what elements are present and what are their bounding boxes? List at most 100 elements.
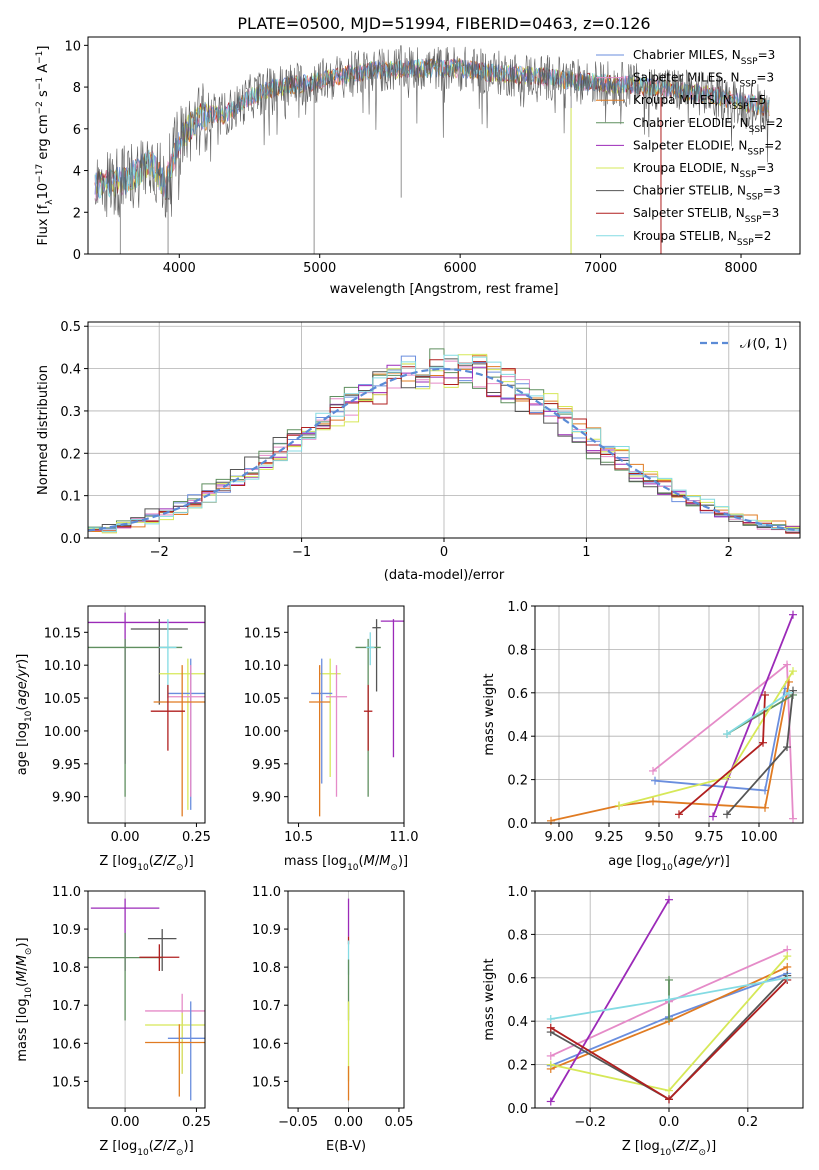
x-tick-label: 0.0	[659, 1115, 680, 1130]
normal-curve	[88, 367, 800, 532]
y-axis-label: Normed distribution	[36, 365, 51, 495]
x-tick-label: 6000	[444, 261, 477, 276]
y-tick-label: 9.90	[252, 791, 281, 806]
y-tick-label: 10.6	[52, 1037, 81, 1052]
spectrum-line	[94, 45, 770, 219]
x-tick-label: 0	[440, 545, 448, 560]
x-tick-label: 9.75	[695, 830, 724, 845]
legend-label: 𝒩(0, 1)	[740, 337, 787, 352]
y-tick-label: 10.00	[244, 725, 281, 740]
age-vs-Z-plot: 0.00 0.25 9.90 9.95 10.00 10.05 10.10 10.15 Z [l…	[15, 605, 211, 873]
y-tick-label: 10.9	[252, 923, 281, 938]
y-tick-label: 10.05	[244, 692, 281, 707]
y-tick-label: 0.1	[60, 490, 81, 505]
y-axis-label: Flux [fλ10−17 erg cm−2 s−1 A−1]	[35, 46, 55, 246]
y-tick-label: 4	[73, 165, 81, 180]
y-tick-label: 10.5	[52, 1075, 81, 1090]
weight-vs-Z-plot: −0.2 0.0 0.2 0.0 0.2 0.4 0.6 0.8 1.0 Z [log10(Z/Z…	[482, 885, 804, 1158]
x-axis-label: mass [log10(M/M⊙)]	[284, 854, 408, 873]
x-tick-label: −2	[150, 545, 169, 560]
y-axis-label: mass [log10(M/M⊙)]	[15, 937, 34, 1061]
legend-label: Chabrier ELODIE, NSSP=2	[633, 116, 783, 135]
spectrum-plot: 4000 5000 6000 7000 8000 0 2 4 6 8 10 wavelength [A…	[35, 36, 801, 297]
y-tick-label: 9.95	[52, 758, 81, 773]
legend-label: Kroupa STELIB, NSSP=2	[633, 229, 771, 248]
y-tick-label: 0.0	[507, 1102, 528, 1117]
y-tick-label: 2	[73, 206, 81, 221]
legend-label: Salpeter MILES, NSSP=3	[633, 71, 774, 90]
figure-title: PLATE=0500, MJD=51994, FIBERID=0463, z=0…	[237, 14, 650, 33]
series-line	[712, 614, 794, 817]
series-line	[652, 662, 794, 819]
x-tick-label: 4000	[163, 261, 196, 276]
y-tick-label: 0.6	[507, 687, 528, 702]
legend-label: Kroupa MILES, NSSP=5	[633, 93, 766, 112]
axes-frame	[87, 890, 206, 1109]
x-tick-label: 0.05	[384, 1115, 413, 1130]
x-tick-label: 0.25	[182, 830, 211, 845]
y-tick-label: 10.05	[44, 692, 81, 707]
mass-vs-Z-plot: 0.00 0.25 10.5 10.6 10.7 10.8 10.9 11.0 Z [log10…	[15, 885, 211, 1158]
y-tick-label: 0.5	[60, 320, 81, 335]
x-tick-label: 9.00	[545, 830, 574, 845]
y-axis-label: age [log10(age/yr)]	[15, 654, 34, 776]
legend-label: Salpeter ELODIE, NSSP=2	[633, 138, 782, 157]
y-tick-label: 10.15	[44, 626, 81, 641]
x-tick-label: 0.25	[182, 1115, 211, 1130]
x-tick-label: 0.00	[111, 1115, 140, 1130]
x-tick-label: −1	[292, 545, 311, 560]
x-tick-label: 11.0	[390, 830, 419, 845]
y-tick-label: 10.8	[52, 961, 81, 976]
axes-frame	[287, 890, 405, 1109]
y-tick-label: 10.9	[52, 923, 81, 938]
y-tick-label: 0.4	[507, 1015, 528, 1030]
legend-label: Chabrier MILES, NSSP=3	[633, 48, 775, 67]
y-tick-label: 11.0	[52, 885, 81, 900]
axes-frame	[287, 605, 405, 824]
y-tick-label: 9.90	[52, 791, 81, 806]
y-tick-label: 10.10	[44, 659, 81, 674]
y-tick-label: 0	[73, 248, 81, 263]
y-tick-label: 10.6	[252, 1037, 281, 1052]
y-tick-label: 0.6	[507, 972, 528, 987]
y-tick-label: 0.2	[60, 447, 81, 462]
x-axis-label: Z [log10(Z/Z⊙)]	[99, 1139, 193, 1158]
weight-lines	[547, 610, 797, 825]
y-tick-label: 0.8	[507, 928, 528, 943]
x-tick-label: 7000	[584, 261, 617, 276]
x-tick-label: 10.00	[740, 830, 777, 845]
axes-frame	[87, 321, 801, 539]
y-tick-label: 0.4	[507, 730, 528, 745]
y-tick-label: 0.0	[60, 532, 81, 547]
x-axis-label: Z [log10(Z/Z⊙)]	[622, 1139, 716, 1158]
x-tick-label: 9.50	[645, 830, 674, 845]
x-axis-label: wavelength [Angstrom, rest frame]	[330, 282, 559, 297]
y-tick-label: 10.7	[252, 999, 281, 1014]
x-axis-label: E(B-V)	[326, 1139, 366, 1154]
spectrum-lines	[94, 45, 770, 254]
legend-label: Chabrier STELIB, NSSP=3	[633, 184, 781, 203]
x-axis-label: age [log10(age/yr)]	[608, 854, 730, 873]
axes-frame	[534, 605, 804, 824]
error-bars	[88, 606, 205, 823]
legend-label: Salpeter STELIB, NSSP=3	[633, 206, 779, 225]
series-line	[550, 899, 670, 1102]
axes-frame	[534, 890, 804, 1109]
y-tick-label: 0.8	[507, 643, 528, 658]
legend-label: Kroupa ELODIE, NSSP=3	[633, 161, 774, 180]
y-tick-label: 0.3	[60, 405, 81, 420]
x-tick-label: 5000	[303, 261, 336, 276]
y-tick-label: 10.8	[252, 961, 281, 976]
y-tick-label: 10.00	[44, 725, 81, 740]
histograms	[88, 348, 800, 538]
y-axis-label: mass weight	[482, 958, 497, 1040]
y-tick-label: 10	[64, 39, 81, 54]
y-tick-label: 10.15	[244, 626, 281, 641]
x-tick-label: 0.2	[737, 1115, 758, 1130]
x-tick-label: 0.00	[334, 1115, 363, 1130]
mass-vs-ebv-plot: −0.05 0.00 0.05 10.5 10.6 10.7 10.8 10.9 11.0 E(B…	[252, 885, 413, 1154]
y-tick-label: 1.0	[507, 885, 528, 900]
y-tick-label: 9.95	[252, 758, 281, 773]
x-tick-label: 10.5	[284, 830, 313, 845]
